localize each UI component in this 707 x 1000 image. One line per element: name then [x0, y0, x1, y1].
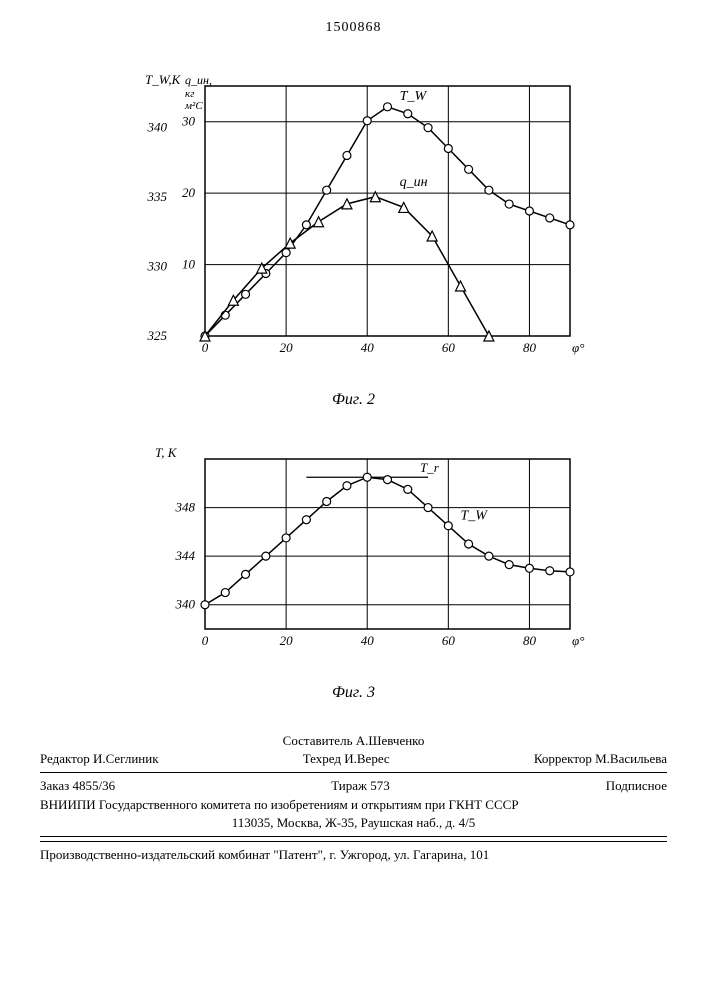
svg-text:40: 40 — [361, 633, 375, 648]
footer-subscription: Подписное — [606, 777, 667, 795]
footer-org1: ВНИИПИ Государственного комитета по изоб… — [40, 796, 667, 814]
svg-text:0: 0 — [202, 340, 209, 355]
svg-text:325: 325 — [147, 328, 168, 343]
svg-text:T, K: T, K — [155, 445, 178, 460]
svg-text:0: 0 — [202, 633, 209, 648]
svg-text:кг: кг — [185, 88, 195, 100]
footer-block: Составитель А.Шевченко Редактор И.Сеглин… — [40, 732, 667, 864]
footer-corrector: Корректор М.Васильева — [534, 750, 667, 768]
svg-text:80: 80 — [523, 340, 537, 355]
svg-text:20: 20 — [182, 185, 196, 200]
fig2-caption: Фиг. 2 — [40, 391, 667, 409]
svg-text:T_r: T_r — [420, 460, 440, 475]
svg-text:30: 30 — [181, 114, 196, 129]
svg-text:330: 330 — [147, 259, 168, 274]
svg-text:340: 340 — [147, 120, 168, 135]
svg-text:q_ин: q_ин — [400, 175, 428, 190]
svg-text:20: 20 — [280, 340, 294, 355]
svg-text:348: 348 — [175, 500, 196, 515]
svg-text:q_ин,: q_ин, — [185, 73, 212, 87]
page: 1500868 0 20 40 60 80 10 20 30 325 330 335 340 T_W,K… — [0, 0, 707, 884]
svg-text:60: 60 — [442, 633, 456, 648]
svg-text:80: 80 — [523, 633, 537, 648]
fig2-svg: 0 20 40 60 80 10 20 30 325 330 335 340 T_W,Kq_ин,кгм… — [110, 66, 590, 376]
footer-compiler: Составитель А.Шевченко — [40, 732, 667, 750]
fig3-svg: 0 20 40 60 80 340 344 348 T, K φ° T_r T_W — [110, 439, 590, 669]
svg-text:T_W,K: T_W,K — [145, 72, 182, 87]
svg-text:T_W: T_W — [400, 89, 428, 104]
footer-tech: Техред И.Верес — [303, 750, 390, 768]
svg-text:10: 10 — [182, 257, 196, 272]
svg-text:φ°: φ° — [572, 633, 584, 648]
svg-text:φ°: φ° — [572, 340, 584, 355]
divider-1 — [40, 772, 667, 773]
svg-text:40: 40 — [361, 340, 375, 355]
patent-number: 1500868 — [40, 20, 667, 36]
svg-text:344: 344 — [175, 548, 196, 563]
divider-3 — [40, 841, 667, 842]
figure-2: 0 20 40 60 80 10 20 30 325 330 335 340 T_W,Kq_ин,кгм… — [110, 66, 667, 381]
footer-org1-addr: 113035, Москва, Ж-35, Раушская наб., д. … — [40, 814, 667, 832]
footer-row-1: Редактор И.Сеглиник Техред И.Верес Корре… — [40, 750, 667, 768]
svg-text:T_W: T_W — [461, 509, 489, 524]
svg-text:60: 60 — [442, 340, 456, 355]
svg-text:м²С: м²С — [184, 100, 203, 112]
footer-row-2: Заказ 4855/36 Тираж 573 Подписное — [40, 777, 667, 795]
svg-text:340: 340 — [175, 597, 196, 612]
footer-org2: Производственно-издательский комбинат "П… — [40, 846, 667, 864]
footer-tirage: Тираж 573 — [331, 777, 390, 795]
svg-text:20: 20 — [280, 633, 294, 648]
footer-order: Заказ 4855/36 — [40, 777, 115, 795]
fig3-caption: Фиг. 3 — [40, 684, 667, 702]
footer-editor: Редактор И.Сеглиник — [40, 750, 159, 768]
divider-2 — [40, 836, 667, 837]
svg-text:335: 335 — [147, 189, 168, 204]
figure-3: 0 20 40 60 80 340 344 348 T, K φ° T_r T_W — [110, 439, 667, 674]
